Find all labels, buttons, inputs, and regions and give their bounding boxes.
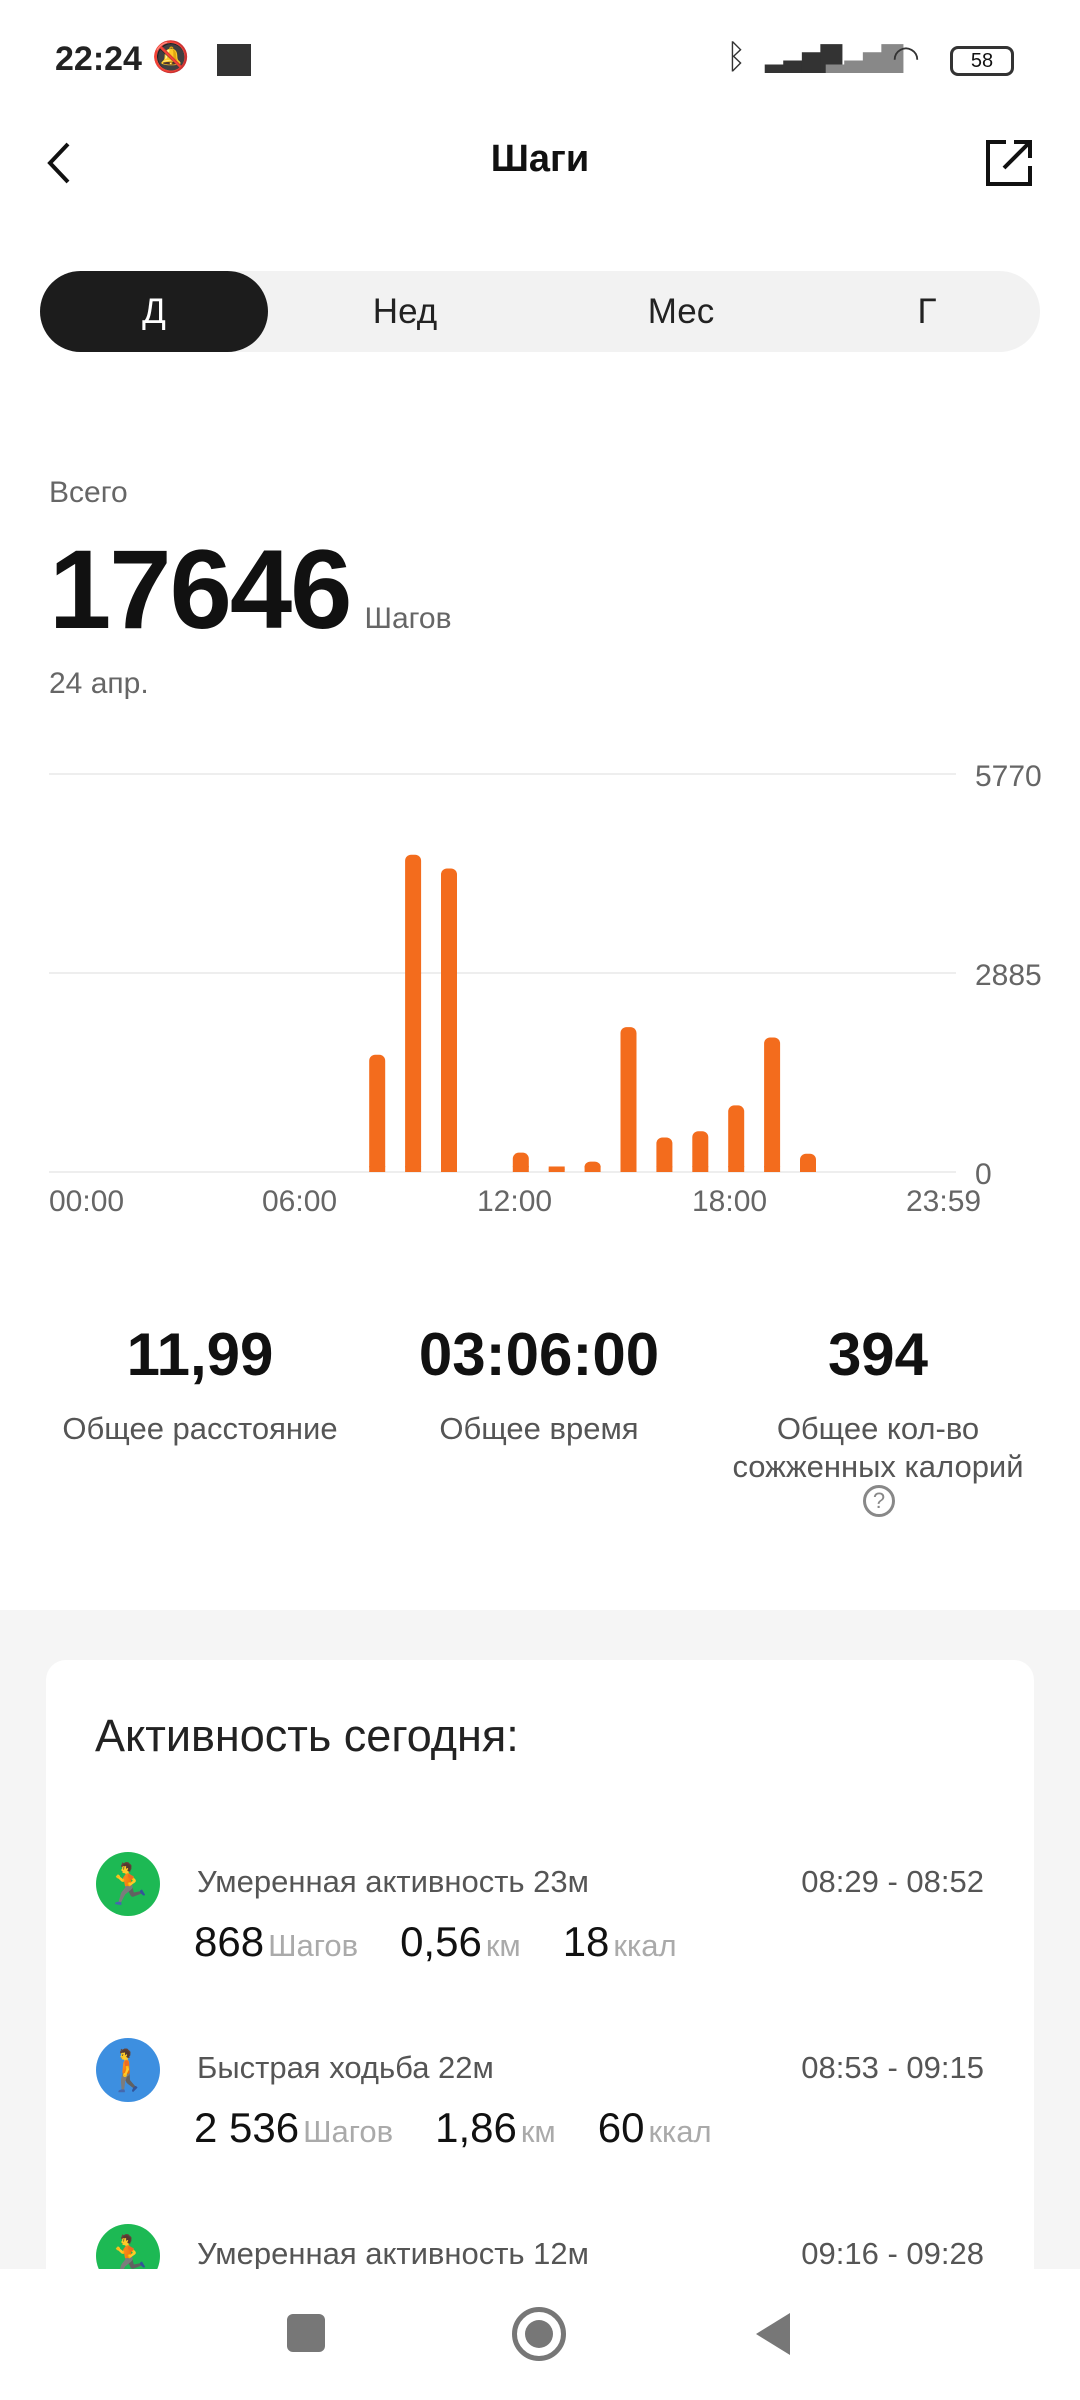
activity-item-time: 08:53 - 09:15 — [801, 2050, 984, 2085]
tab-week[interactable]: Нед — [372, 292, 438, 331]
back-button[interactable] — [40, 138, 80, 188]
activity-item-time: 08:29 - 08:52 — [801, 1864, 984, 1899]
activity-item-title: Умеренная активность 23м — [197, 1864, 589, 1899]
bar-base-9 — [405, 1166, 422, 1172]
back-nav-icon[interactable] — [752, 2311, 792, 2357]
activity-card — [46, 1660, 1034, 2360]
recents-button[interactable] — [287, 2314, 325, 2352]
signal-icon: ▂▃▅▇ — [765, 41, 842, 72]
activity-icon: 🏃 — [96, 1852, 160, 1916]
bar-base-19 — [764, 1166, 781, 1172]
bar-17 — [692, 1131, 709, 1172]
x-tick-label: 18:00 — [692, 1185, 767, 1218]
bar-base-10 — [441, 1166, 457, 1172]
distance-value: 1,86 — [435, 2104, 517, 2151]
total-steps-unit: Шагов — [364, 602, 452, 635]
calories-value: 394 — [827, 1321, 929, 1388]
help-icon[interactable]: ? — [863, 1485, 895, 1517]
share-button[interactable] — [984, 138, 1034, 188]
bar-base-18 — [728, 1166, 745, 1172]
bar-base-14 — [584, 1166, 601, 1172]
bar-base-8 — [369, 1166, 386, 1172]
distance-unit: км — [520, 2114, 556, 2149]
period-tabs: Д Нед Мес Г — [40, 271, 1040, 352]
total-steps: 17646 Шагов — [49, 525, 452, 654]
steps-chart: 5770 2885 0 00:00 06:00 12:00 18:00 23:59 — [49, 760, 1042, 1218]
time-value: 03:06:00 — [418, 1321, 660, 1388]
steps-unit: Шагов — [303, 2114, 394, 2149]
bar-16 — [656, 1137, 673, 1172]
tab-day[interactable]: Д — [40, 271, 268, 352]
activity-item-time: 09:16 - 09:28 — [801, 2236, 984, 2271]
bar-19 — [764, 1037, 781, 1172]
kcal-value: 60 — [597, 2104, 645, 2151]
share-icon — [986, 140, 1032, 186]
bar-8 — [369, 1054, 386, 1172]
steps-value: 868 — [194, 1918, 265, 1965]
distance-label: Общее расстояние — [62, 1411, 338, 1446]
home-button[interactable] — [512, 2307, 566, 2361]
bar-base-20 — [800, 1166, 816, 1172]
x-tick-label: 00:00 — [49, 1185, 124, 1218]
distance-value: 11,99 — [126, 1321, 274, 1388]
tab-month[interactable]: Мес — [647, 292, 715, 331]
navigation-bar — [0, 2269, 1080, 2400]
y-tick-label: 0 — [975, 1158, 992, 1191]
activity-title: Активность сегодня: — [95, 1710, 519, 1761]
notification-icon — [217, 44, 251, 76]
bar-base-15 — [620, 1166, 637, 1172]
steps-value: 2 536 — [194, 2104, 300, 2151]
y-tick-label: 5770 — [975, 760, 1042, 793]
calories-label: Общее кол-во сожженных калорий — [732, 1411, 1024, 1484]
bar-base-17 — [692, 1166, 709, 1172]
bar-18 — [728, 1105, 745, 1172]
x-tick-label: 12:00 — [477, 1185, 552, 1218]
activity-icon: 🚶 — [96, 2038, 160, 2102]
wifi-icon: ◠ — [892, 39, 920, 75]
bar-base-12 — [512, 1166, 529, 1172]
mute-icon: 🔕 — [152, 41, 190, 74]
time-label: Общее время — [439, 1411, 639, 1446]
date-label: 24 апр. — [49, 667, 149, 700]
bar-9 — [405, 854, 422, 1172]
status-bar: 22:24 🔕 ᛒ ▂▃▅▇ ▂▃▅▇ ◠ 58 — [0, 0, 1080, 110]
status-time: 22:24 — [55, 40, 142, 78]
bar-base-16 — [656, 1166, 673, 1172]
battery-icon: 58 — [950, 46, 1014, 76]
bar-base-13 — [548, 1166, 565, 1172]
kcal-unit: ккал — [648, 2114, 712, 2149]
activity-item-title: Умеренная активность 12м — [197, 2236, 589, 2271]
bar-15 — [620, 1027, 637, 1172]
total-steps-value: 17646 — [49, 527, 352, 652]
x-tick-label: 06:00 — [262, 1185, 337, 1218]
tab-year[interactable]: Г — [917, 292, 937, 331]
total-label: Всего — [49, 476, 128, 509]
activity-item-stats: 868 Шагов 0,56 км 18 ккал — [194, 1918, 719, 1966]
kcal-value: 18 — [562, 1918, 610, 1965]
bar-10 — [441, 868, 457, 1172]
distance-value: 0,56 — [400, 1918, 482, 1965]
signal-icon-2: ▂▃▅▇ — [826, 41, 903, 72]
activity-item-stats: 2 536 Шагов 1,86 км 60 ккал — [194, 2104, 754, 2152]
steps-unit: Шагов — [268, 1928, 359, 1963]
kcal-unit: ккал — [613, 1928, 677, 1963]
y-tick-label: 2885 — [975, 959, 1042, 992]
activity-item-title: Быстрая ходьба 22м — [197, 2050, 494, 2085]
bluetooth-icon: ᛒ — [726, 38, 747, 76]
distance-unit: км — [485, 1928, 521, 1963]
page-title: Шаги — [490, 138, 590, 180]
x-tick-label: 23:59 — [906, 1185, 981, 1218]
back-arrow-icon — [47, 142, 70, 184]
